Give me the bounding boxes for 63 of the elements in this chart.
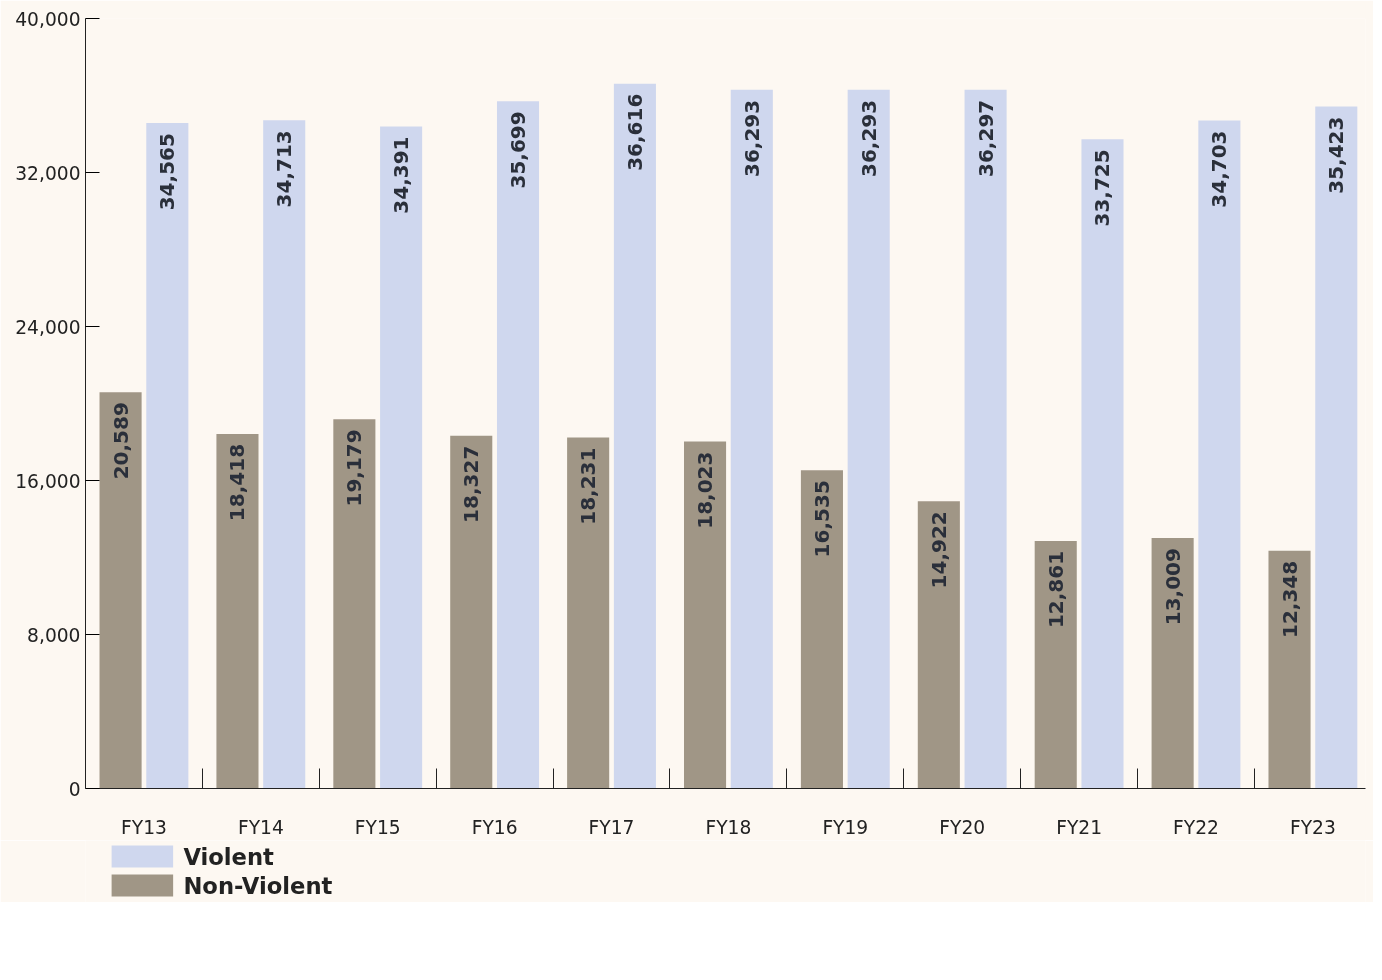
- data-label: 18,023: [693, 451, 718, 529]
- data-label: 34,713: [272, 130, 297, 208]
- bar: [1034, 540, 1077, 789]
- bar: [99, 392, 142, 789]
- legend-label: Non-Violent: [183, 872, 333, 899]
- x-tick-label: FY20: [939, 816, 986, 838]
- data-label: 34,703: [1207, 130, 1232, 208]
- data-label: 36,293: [856, 99, 881, 178]
- bar: [263, 120, 306, 789]
- bar: [1315, 106, 1358, 789]
- y-tick-label: 0: [68, 778, 81, 800]
- x-tick-label: FY22: [1173, 816, 1219, 838]
- x-tick-label: FY15: [354, 816, 401, 838]
- bar: [917, 501, 960, 789]
- data-label: 18,231: [576, 447, 601, 525]
- y-tick-label: 32,000: [15, 162, 81, 184]
- x-tick-label: FY14: [237, 816, 284, 838]
- bar: [567, 437, 610, 789]
- data-label: 34,565: [155, 133, 180, 211]
- bar: [613, 83, 656, 789]
- x-tick-label: FY21: [1056, 816, 1103, 838]
- data-label: 18,327: [459, 445, 484, 523]
- y-tick-label: 24,000: [15, 316, 81, 338]
- data-label: 12,348: [1277, 560, 1302, 638]
- data-label: 16,535: [809, 480, 834, 558]
- bar: [684, 441, 727, 789]
- x-tick-label: FY16: [471, 816, 518, 838]
- data-label: 36,616: [622, 93, 647, 171]
- data-label: 13,009: [1160, 548, 1185, 626]
- bar: [1151, 538, 1194, 789]
- bar: [380, 126, 423, 789]
- data-label: 20,589: [108, 402, 133, 480]
- x-tick-label: FY13: [121, 816, 167, 838]
- x-tick-label: FY19: [822, 816, 869, 838]
- bar: [216, 433, 259, 789]
- bar: [847, 89, 890, 789]
- data-label: 33,725: [1090, 149, 1115, 227]
- data-label: 18,418: [225, 443, 250, 522]
- data-label: 36,293: [739, 99, 764, 178]
- bar: [800, 470, 843, 789]
- x-tick-label: FY23: [1289, 816, 1336, 838]
- bar: [450, 435, 493, 789]
- y-tick-label: 16,000: [15, 470, 81, 492]
- data-label: 35,423: [1324, 116, 1349, 194]
- x-tick-label: FY17: [588, 816, 635, 838]
- bar: [730, 89, 773, 789]
- bar: [1198, 120, 1241, 789]
- bar: [496, 101, 540, 789]
- y-tick-label: 40,000: [15, 8, 81, 30]
- bar: [146, 123, 189, 789]
- data-label: 35,699: [506, 111, 531, 189]
- bar: [964, 89, 1007, 789]
- data-label: 12,861: [1043, 550, 1068, 629]
- legend-label: Violent: [183, 843, 275, 870]
- data-label: 14,922: [926, 511, 951, 589]
- bar: [1268, 550, 1311, 789]
- data-label: 36,297: [973, 99, 998, 177]
- bar: [333, 419, 376, 789]
- data-label: 34,391: [389, 136, 414, 214]
- y-tick-label: 8,000: [27, 624, 81, 646]
- bar: [1081, 139, 1124, 789]
- x-tick-label: FY18: [705, 816, 752, 838]
- data-label: 19,179: [342, 429, 367, 507]
